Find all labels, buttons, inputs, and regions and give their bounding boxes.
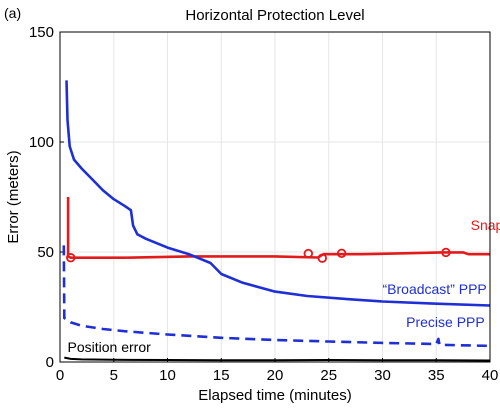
series-group: [62, 80, 491, 362]
panel-label: (a): [4, 5, 21, 21]
x-tick-label: 40: [482, 367, 499, 384]
chart-title: Horizontal Protection Level: [185, 7, 364, 24]
y-tick-label: 100: [29, 134, 54, 151]
x-tick-label: 35: [428, 367, 445, 384]
series-label-precise-ppp: Precise PPP: [406, 314, 485, 330]
series-label-broadcast-ppp: “Broadcast” PPP: [383, 281, 487, 297]
x-tick-label: 20: [267, 367, 284, 384]
series-marker-snapshot: [336, 248, 347, 259]
series-label-position-error: Position error: [68, 339, 152, 355]
y-tick-label: 150: [29, 24, 54, 41]
x-tick-label: 10: [159, 367, 176, 384]
x-tick-label: 25: [320, 367, 337, 384]
x-tick-label: 30: [374, 367, 391, 384]
series-marker-snapshot: [303, 248, 314, 259]
series-line-snapshot: [66, 197, 490, 259]
series-marker-snapshot: [317, 253, 327, 263]
series-labels: Snapshot “Broadcast” PPP Precise PPP Positi…: [68, 217, 500, 355]
series-marker-snapshot: [441, 247, 451, 258]
series-marker-snapshot: [66, 253, 76, 263]
y-tick-label: 0: [46, 354, 54, 371]
plot-frame: [59, 31, 491, 363]
series-line-broadcast-ppp: [65, 80, 491, 307]
grid: [60, 32, 490, 362]
y-axis-ticks: 0 50 100 150: [29, 24, 64, 371]
series-line-precise-ppp: [62, 245, 491, 348]
y-axis-label: Error (meters): [5, 150, 22, 243]
series-label-snapshot: Snapshot: [471, 217, 500, 233]
y-tick-label: 50: [37, 244, 54, 261]
x-axis-label: Elapsed time (minutes): [198, 387, 351, 404]
series-line-position-error: [64, 356, 491, 362]
x-tick-label: 15: [213, 367, 230, 384]
x-tick-label: 0: [56, 367, 64, 384]
x-tick-label: 5: [110, 367, 118, 384]
